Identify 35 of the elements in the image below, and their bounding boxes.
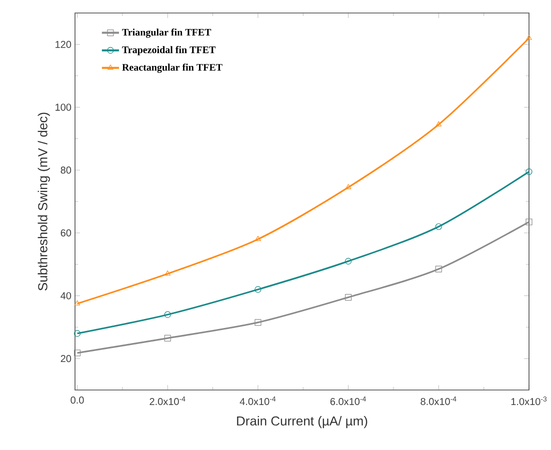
point [345, 184, 352, 190]
legend-label: Trapezoidal fin TFET [122, 46, 216, 56]
y-tick-label: 120 [56, 40, 72, 48]
point [254, 286, 262, 293]
x-tick-label: 0.0 [70, 396, 84, 404]
y-tick-label: 20 [60, 355, 72, 362]
point [345, 258, 352, 264]
point [254, 319, 262, 326]
point [255, 236, 261, 241]
legend-label: Reactangular fin TFET [122, 64, 222, 73]
x-axis-title: Drain Current (µA/ µm) [237, 416, 368, 428]
point [74, 330, 81, 337]
point [345, 294, 352, 301]
point [526, 218, 532, 226]
x-tick-label: 2.0x10$^{-4}$ [150, 396, 186, 406]
y-tick-label: 60 [60, 229, 72, 236]
x-tick-label: 6.0x10$^{-4}$ [330, 396, 366, 406]
point [435, 266, 442, 272]
x-tick-label: 4.0x10$^{-4}$ [240, 396, 276, 406]
point [435, 223, 442, 230]
y-tick-label: 80 [60, 166, 72, 174]
point [164, 334, 171, 342]
point [526, 34, 532, 40]
x-tick-label: 1.0x10$^{-3}$ [511, 396, 547, 406]
point [526, 168, 532, 175]
y-tick-label: 100 [56, 104, 72, 111]
point [74, 300, 80, 306]
point [164, 311, 171, 318]
legend-label: Triangular fin TFET [122, 28, 212, 38]
y-axis-title: Subthreshold Swing (mV / dec) [38, 112, 50, 290]
y-tick-label: 40 [60, 292, 72, 300]
point [164, 270, 171, 276]
x-tick-label: 8.0x10$^{-4}$ [420, 396, 456, 406]
point [74, 350, 81, 356]
point [436, 121, 442, 126]
